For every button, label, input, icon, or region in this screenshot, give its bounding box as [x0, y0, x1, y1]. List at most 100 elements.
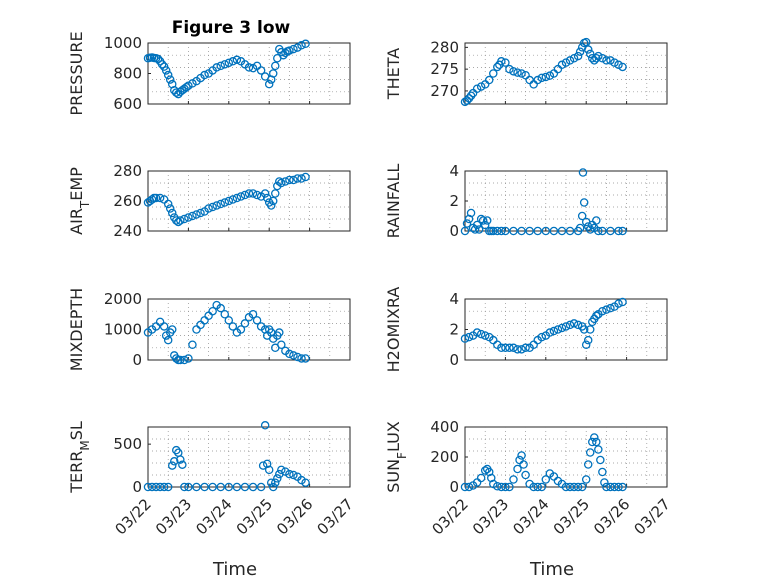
y-tick-label: 280 — [113, 162, 142, 180]
data-point — [232, 482, 242, 492]
data-point — [497, 226, 506, 236]
data-point — [594, 226, 603, 236]
data-point — [501, 343, 510, 353]
data-point — [545, 328, 555, 337]
data-point — [529, 482, 538, 492]
data-point — [497, 57, 506, 66]
data-point — [165, 75, 175, 84]
data-point — [581, 340, 591, 349]
data-point — [577, 211, 587, 221]
data-point — [476, 82, 486, 91]
data-point — [464, 332, 474, 342]
data-point — [167, 208, 177, 218]
y-tick-label: 0 — [132, 478, 142, 496]
data-point — [519, 460, 528, 469]
data-point — [480, 331, 490, 340]
data-point — [569, 482, 579, 492]
data-point — [180, 214, 189, 224]
series-markers — [460, 168, 627, 236]
series-markers — [143, 39, 310, 99]
x-tick-label: 03/22 — [112, 495, 155, 538]
data-point — [216, 482, 225, 492]
data-point — [252, 316, 262, 325]
data-point — [236, 192, 246, 201]
data-point — [590, 433, 599, 442]
series-markers — [460, 37, 627, 107]
data-point — [602, 482, 611, 492]
data-point — [161, 66, 171, 75]
data-point — [155, 482, 165, 492]
data-point — [598, 54, 607, 63]
data-point — [578, 168, 588, 177]
data-point — [163, 482, 173, 492]
data-point — [236, 325, 246, 334]
data-point — [244, 63, 254, 72]
data-point — [565, 482, 575, 492]
data-point — [297, 41, 306, 50]
axes-box — [147, 298, 351, 361]
data-point — [228, 195, 238, 204]
data-point — [565, 320, 575, 330]
y-tick-label: 280 — [430, 38, 459, 56]
data-point — [501, 482, 510, 492]
data-point — [172, 354, 181, 363]
data-point — [575, 47, 585, 56]
data-point — [232, 55, 242, 65]
data-point — [489, 479, 498, 489]
data-point — [541, 226, 551, 236]
data-point — [266, 478, 276, 487]
data-point — [167, 461, 177, 470]
y-axis-label: THETA — [384, 48, 403, 100]
data-point — [577, 482, 587, 492]
y-axis-label: H2OMIXRA — [384, 287, 403, 373]
data-point — [561, 322, 571, 331]
data-point — [525, 226, 534, 236]
data-point — [618, 482, 627, 492]
data-point — [606, 482, 615, 492]
data-point — [277, 178, 286, 188]
data-point — [220, 198, 230, 207]
data-point — [289, 470, 298, 480]
data-point — [275, 177, 284, 186]
axes-box — [464, 170, 668, 232]
data-point — [497, 343, 506, 353]
data-point — [537, 73, 547, 83]
series-markers — [460, 297, 627, 354]
y-tick-label: 260 — [113, 192, 142, 210]
data-point — [474, 225, 484, 234]
data-point — [271, 189, 280, 198]
data-point — [153, 54, 163, 64]
data-point — [157, 60, 167, 69]
data-point — [618, 226, 627, 236]
data-point — [606, 56, 615, 65]
subplot-rainfall: 0 2 4 RAINFALL — [384, 162, 668, 240]
y-tick-label: 4 — [449, 162, 459, 180]
data-point — [610, 482, 619, 492]
data-point — [478, 216, 488, 225]
data-point — [192, 482, 201, 492]
data-point — [147, 482, 157, 492]
data-point — [581, 37, 591, 47]
y-tick-label: 270 — [430, 82, 459, 100]
y-tick-label: 200 — [430, 448, 459, 466]
data-point — [264, 465, 274, 475]
data-point — [184, 482, 193, 492]
data-point — [553, 325, 563, 334]
data-point — [614, 482, 623, 492]
data-point — [216, 303, 225, 313]
data-point — [224, 316, 234, 325]
data-point — [275, 328, 284, 337]
data-point — [192, 210, 201, 219]
data-point — [579, 198, 589, 207]
data-point — [497, 482, 506, 492]
y-tick-label: 0 — [449, 222, 459, 240]
data-point — [228, 322, 238, 331]
data-point — [480, 466, 490, 475]
grid-lines — [148, 427, 350, 487]
data-point — [592, 54, 601, 63]
data-point — [176, 216, 185, 225]
grid-lines — [465, 427, 667, 487]
data-point — [176, 455, 185, 464]
data-point — [297, 354, 306, 363]
